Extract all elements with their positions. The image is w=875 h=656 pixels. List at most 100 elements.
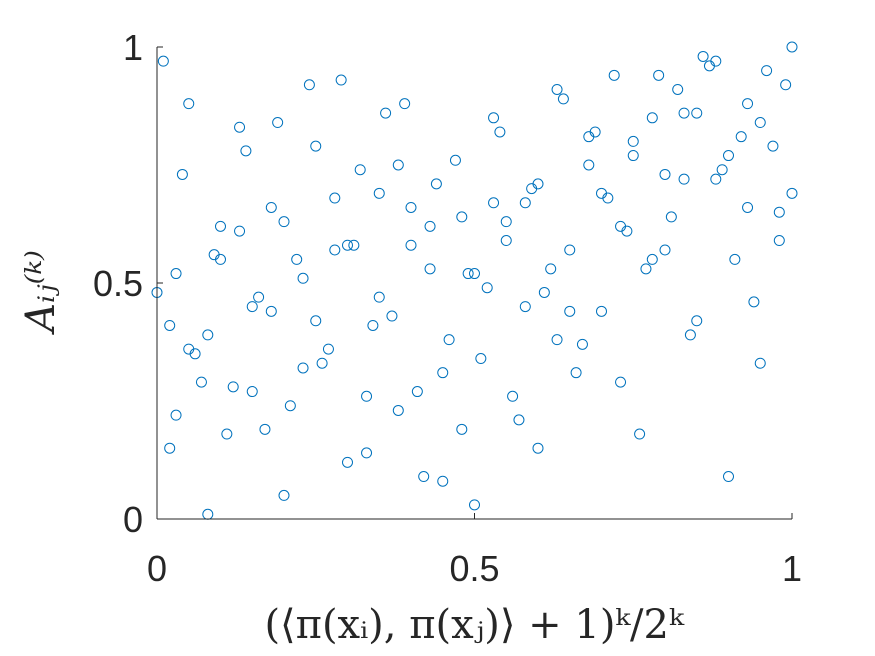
data-point [157, 55, 169, 67]
data-point [773, 206, 785, 218]
data-point [361, 390, 373, 402]
data-point [754, 117, 766, 129]
data-point [221, 428, 233, 440]
data-point [608, 69, 620, 81]
data-point [646, 112, 658, 124]
data-point [443, 334, 455, 346]
data-point [195, 376, 207, 388]
data-point [488, 197, 500, 209]
data-point [392, 159, 404, 171]
data-point [278, 489, 290, 501]
data-point [297, 362, 309, 374]
data-point [272, 117, 284, 129]
data-point [310, 140, 322, 152]
data-point [532, 442, 544, 454]
data-point [500, 235, 512, 247]
data-point [234, 121, 246, 133]
data-point [456, 423, 468, 435]
data-point [449, 154, 461, 166]
data-point [411, 386, 423, 398]
data-point [208, 249, 220, 261]
data-point [215, 253, 226, 265]
data-point [754, 357, 766, 369]
data-point [545, 263, 557, 275]
data-point [659, 244, 671, 256]
data-point [551, 334, 563, 346]
data-point [697, 50, 709, 62]
data-point [437, 367, 449, 379]
data-point [640, 263, 652, 275]
y-tick-label: 1 [123, 27, 143, 68]
data-point [170, 409, 182, 421]
data-point [329, 244, 341, 256]
data-point [519, 197, 531, 209]
data-point [691, 107, 703, 119]
data-point [240, 145, 252, 157]
data-point [437, 475, 449, 487]
data-point [462, 268, 474, 280]
data-point [786, 41, 798, 53]
data-point [773, 235, 785, 247]
data-point [386, 310, 398, 322]
data-point [627, 150, 639, 162]
data-point [703, 60, 715, 72]
data-point [291, 253, 303, 265]
data-point [615, 220, 627, 232]
data-point [418, 471, 430, 483]
data-point [557, 93, 569, 105]
data-point [297, 272, 309, 284]
data-point [278, 216, 290, 228]
data-point [322, 343, 334, 355]
data-point [691, 315, 703, 327]
data-point [494, 126, 506, 138]
data-point [589, 126, 601, 138]
data-point [246, 386, 258, 398]
data-point [481, 282, 493, 294]
data-point [310, 315, 322, 327]
data-point [265, 201, 277, 213]
data-point [526, 183, 538, 195]
data-point [583, 159, 595, 171]
data-point [183, 343, 195, 355]
data-point [602, 192, 614, 204]
data-point [475, 353, 487, 365]
data-point [189, 348, 201, 360]
x-tick-label: 0 [147, 548, 167, 589]
data-point [570, 367, 582, 379]
data-point [424, 220, 436, 232]
data-point [164, 319, 176, 331]
data-point [735, 131, 747, 143]
data-point [564, 244, 576, 256]
data-point [723, 471, 734, 483]
data-point [367, 319, 379, 331]
data-point [342, 456, 353, 468]
data-point [564, 305, 576, 317]
data-point [678, 173, 690, 185]
data-point [678, 107, 690, 119]
data-point [215, 220, 226, 232]
data-point [742, 201, 754, 213]
data-point [596, 305, 607, 317]
data-point [183, 98, 195, 110]
data-point [488, 112, 500, 124]
data-point [646, 253, 658, 265]
data-point [456, 211, 468, 223]
data-point [672, 83, 684, 95]
data-point [392, 404, 404, 416]
data-point [653, 69, 665, 81]
data-point [507, 390, 519, 402]
data-point [469, 499, 480, 511]
data-point [284, 400, 296, 412]
data-point [596, 187, 607, 199]
data-point [253, 291, 265, 303]
data-point [405, 201, 417, 213]
data-point [227, 381, 239, 393]
y-axis-label: Aᵢⱼ⁽ᵏ⁾ [18, 250, 64, 336]
data-point [202, 508, 214, 520]
data-point [373, 291, 385, 303]
data-point [780, 79, 792, 91]
data-point [373, 187, 385, 199]
data-point [430, 178, 442, 190]
data-point [354, 164, 366, 176]
